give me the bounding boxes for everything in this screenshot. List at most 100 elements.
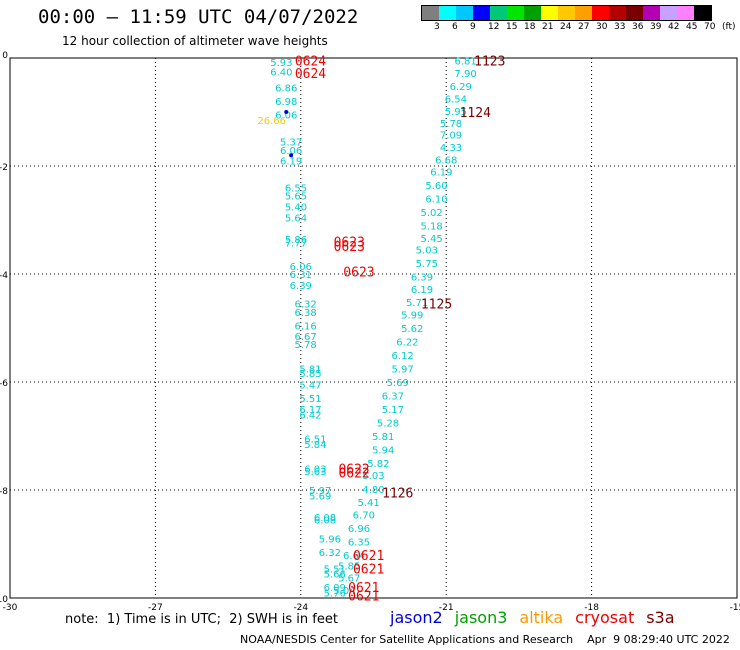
time-marker: 1124: [460, 106, 491, 121]
data-point-label: 5.65: [285, 192, 307, 203]
color-scale-label: 45: [686, 22, 698, 32]
data-point-label: 5.17: [382, 405, 404, 416]
data-point-label: 5.18: [421, 221, 443, 232]
legend-item-jason2: jason2: [390, 608, 443, 627]
data-point-label: 6.39: [411, 273, 433, 284]
y-tick-label: -6: [0, 379, 8, 389]
color-scale-label: 33: [614, 22, 626, 32]
data-point-label: 6.51: [304, 435, 326, 446]
color-scale-label: 70: [704, 22, 716, 32]
data-point-label: 5.82: [367, 459, 389, 470]
data-point-label: 7.90: [454, 69, 476, 80]
color-scale-cell: [473, 6, 490, 20]
color-scale-cell: [541, 6, 558, 20]
data-point-label: 5.51: [324, 564, 346, 575]
color-scale-label: 42: [668, 22, 680, 32]
time-marker: 0621: [353, 549, 384, 564]
time-marker: 0621: [353, 562, 384, 577]
y-tick-label: -8: [0, 487, 8, 497]
data-point-label: 5.40: [285, 203, 307, 214]
data-point-label: 6.40: [270, 68, 292, 79]
color-scale-label: 3: [434, 22, 440, 32]
data-point-label: 6.55: [285, 184, 307, 195]
data-point-dot: [289, 153, 294, 158]
data-point-label: 5.78: [440, 119, 462, 130]
data-point-label: 6.19: [280, 157, 302, 168]
color-scale-label: 12: [488, 22, 500, 32]
color-scale-label: 9: [470, 22, 476, 32]
color-scale-cell: [660, 6, 677, 20]
data-point-label: 6.67: [295, 332, 317, 343]
data-point-label: 5.97: [391, 365, 413, 376]
color-scale-label: 6: [452, 22, 458, 32]
data-point-label: 5.60: [425, 181, 447, 192]
data-point-label: 5.97: [309, 486, 331, 497]
data-point-label: 5.45: [421, 234, 443, 245]
data-point-label: 5.69: [309, 491, 331, 502]
time-marker: 0623: [334, 236, 365, 251]
data-point-label: 6.06: [290, 262, 312, 273]
color-scale-cell: [643, 6, 660, 20]
data-point-label: 4.33: [440, 143, 462, 154]
color-scale-labels: 3 6 9 12 15 18 21 24 27 30 33 36 39 42 45 70 (ft): [421, 22, 736, 34]
time-marker: 0624: [295, 67, 326, 82]
color-scale-label: 30: [596, 22, 608, 32]
data-point-label: 6.86: [275, 84, 297, 95]
time-marker: 0621: [348, 589, 379, 604]
color-scale-cell: [456, 6, 473, 20]
data-point-label: 5.71: [406, 298, 428, 309]
data-point-label: 6.37: [382, 392, 404, 403]
chart-subtitle: 12 hour collection of altimeter wave hei…: [62, 34, 328, 48]
data-point-label: 6.09: [324, 583, 346, 594]
data-point-label: 5.03: [362, 471, 384, 482]
time-marker: 0624: [295, 55, 326, 70]
data-point-label: 5.84: [304, 440, 326, 451]
plot-frame: [9, 57, 738, 599]
color-scale-cell: [524, 6, 541, 20]
data-point-label: 6.19: [411, 285, 433, 296]
data-point-label: 5.66: [324, 570, 346, 581]
time-marker: 0623: [334, 240, 365, 255]
data-point-label: 4.80: [362, 485, 384, 496]
x-tick-label: -30: [3, 603, 18, 613]
data-point-label: 6.54: [445, 95, 467, 106]
data-point-label: 5.78: [295, 340, 317, 351]
color-scale-bar: [421, 5, 712, 21]
y-tick-label: -10: [0, 595, 8, 605]
data-point-label: 6.06: [275, 111, 297, 122]
data-point-label: 6.32: [319, 548, 341, 559]
x-tick-label: -18: [584, 603, 599, 613]
data-point-label: 5.86: [285, 235, 307, 246]
data-point-label: 6.08: [314, 513, 336, 524]
color-scale-label: 36: [632, 22, 644, 32]
time-marker: 1126: [382, 487, 413, 502]
x-tick-label: -24: [293, 603, 308, 613]
color-scale-cell: [507, 6, 524, 20]
data-point-label: 6.81: [454, 57, 476, 68]
legend-item-jason3: jason3: [454, 608, 508, 627]
color-scale-cell: [490, 6, 507, 20]
color-scale-cell: [694, 6, 711, 20]
chart-title: 00:00 – 11:59 UTC 04/07/2022: [38, 6, 359, 28]
data-point-label: 5.67: [338, 573, 360, 584]
data-point-label: 6.70: [353, 510, 375, 521]
data-point-label: 6.12: [391, 351, 413, 362]
data-point-label: 6.35: [348, 537, 370, 548]
data-point-label: 6.03: [304, 464, 326, 475]
data-point-label: 6.19: [430, 167, 452, 178]
data-point-label: 5.37: [280, 138, 302, 149]
data-point-label: 26.66: [257, 116, 286, 127]
x-tick-label: -27: [148, 603, 163, 613]
data-point-label: 6.06: [280, 146, 302, 157]
color-scale-label: 27: [578, 22, 590, 32]
time-marker: 0622: [338, 467, 369, 482]
color-scale-cell: [439, 6, 456, 20]
legend-item-altika: altika: [519, 608, 564, 627]
color-scale-cell: [609, 6, 626, 20]
data-point-label: 6.16: [295, 321, 317, 332]
satellite-legend: jason2 jason3 altika cryosat s3a: [390, 608, 687, 627]
data-point-label: 6.29: [450, 82, 472, 93]
color-scale-label: (ft): [722, 22, 736, 32]
color-scale-cell: [558, 6, 575, 20]
